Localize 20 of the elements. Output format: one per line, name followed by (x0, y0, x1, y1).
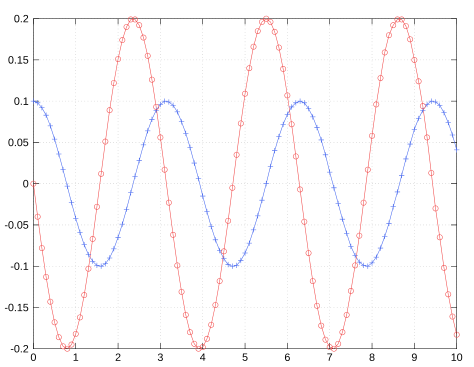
y-tick-label: 0.1 (14, 97, 28, 105)
x-tick-label: 7 (327, 353, 332, 361)
y-tick-label: -0.05 (4, 220, 28, 229)
y-tick-label: 0 (23, 180, 28, 188)
y-tick-label: -0.1 (10, 262, 28, 270)
x-tick-label: 4 (200, 353, 206, 361)
y-tick-label: 0.05 (8, 138, 28, 146)
x-tick-label: 1 (74, 353, 78, 361)
x-tick-label: 6 (284, 353, 290, 361)
x-tick-label: 8 (370, 353, 375, 361)
y-tick-label: -0.15 (4, 304, 28, 312)
y-tick-label: -0.2 (10, 344, 28, 352)
x-tick-label: 9 (412, 353, 417, 361)
y-tick-label: 0.15 (8, 56, 28, 64)
x-tick-label: 5 (242, 353, 248, 361)
x-tick-label: 10 (452, 353, 462, 361)
x-tick-label: 2 (116, 353, 120, 361)
y-tick-label: 0.2 (14, 14, 28, 22)
x-tick-label: 3 (158, 353, 163, 361)
x-tick-label: 0 (30, 353, 36, 361)
